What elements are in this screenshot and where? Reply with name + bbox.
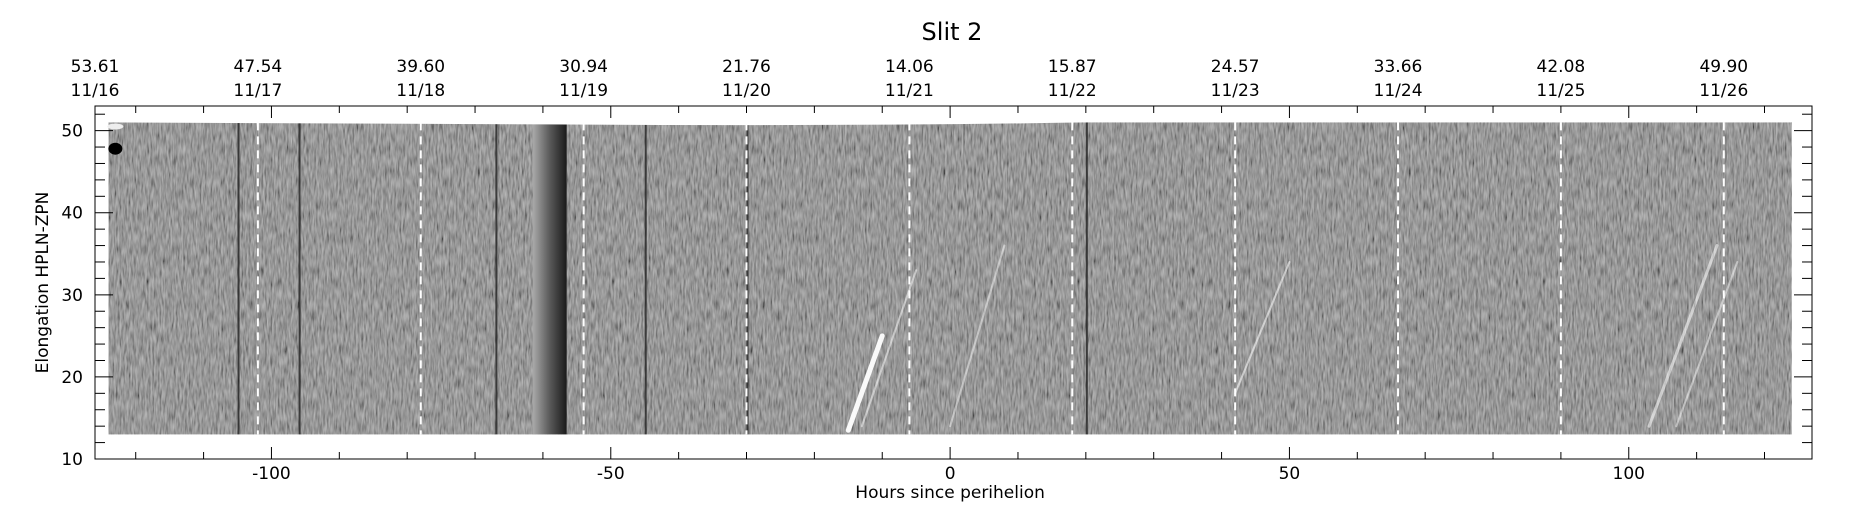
day-boundaries (256, 122, 1725, 435)
top-date-label: 11/21 (885, 81, 934, 101)
dark-stripe (1085, 122, 1088, 435)
streak (1647, 244, 1719, 428)
top-date-label: 11/19 (559, 81, 608, 101)
bright-blob (107, 123, 124, 130)
top-date-label: 11/26 (1699, 81, 1748, 101)
dark-stripe (644, 122, 647, 435)
streak (1675, 260, 1739, 428)
top-distance-label: 30.94 (559, 57, 608, 77)
y-tick-label: 20 (61, 368, 83, 388)
y-tick-label: 50 (61, 122, 83, 142)
top-date-label: 11/18 (396, 81, 445, 101)
dark-stripe (237, 122, 240, 435)
top-distance-label: 21.76 (722, 57, 771, 77)
chart-title: Slit 2 (922, 18, 983, 46)
dark-stripe (495, 122, 498, 435)
x-axis-ticks: -100 -50 0 50 100 (135, 106, 1765, 484)
x-tick-label: 50 (1279, 464, 1301, 484)
top-distance-label: 42.08 (1537, 57, 1586, 77)
top-date-label: 11/25 (1536, 81, 1585, 101)
y-tick-label: 30 (61, 286, 83, 306)
plot-frame (94, 105, 1813, 460)
top-distance-label: 39.60 (396, 57, 445, 77)
top-distance-label: 33.66 (1374, 57, 1423, 77)
top-distance-label: 14.06 (885, 57, 934, 77)
top-date-label: 11/16 (71, 81, 120, 101)
y-tick-label: 40 (61, 204, 83, 224)
top-edge-mask (108, 120, 1792, 126)
streak (845, 333, 885, 433)
top-distance-label: 49.90 (1699, 57, 1748, 77)
top-axis-ticks: 53.61 11/16 47.54 11/17 39.60 11/18 30.94 11/19… (71, 57, 1749, 101)
y-axis-ticks: 10 20 30 40 50 (61, 113, 1812, 470)
top-date-label: 11/17 (233, 81, 282, 101)
x-tick-label: 0 (945, 464, 956, 484)
y-axis-label: Elongation HPLN-ZPN (33, 192, 53, 374)
data-gap-band (532, 122, 567, 435)
x-tick-label: 100 (1613, 464, 1645, 484)
top-distance-label: 47.54 (234, 57, 283, 77)
y-tick-label: 10 (61, 450, 83, 470)
dark-blob (108, 142, 123, 155)
top-date-label: 11/23 (1211, 81, 1260, 101)
top-distance-label: 15.87 (1048, 57, 1097, 77)
x-axis-label: Hours since perihelion (855, 483, 1045, 503)
top-date-label: 11/24 (1374, 81, 1423, 101)
top-date-label: 11/20 (722, 81, 771, 101)
heatmap-image (108, 120, 1792, 435)
top-distance-label: 24.57 (1211, 57, 1260, 77)
streak-features (107, 123, 1739, 433)
streak (949, 244, 1006, 428)
x-tick-label: -100 (252, 464, 291, 484)
streak (1234, 260, 1291, 395)
streak (860, 269, 918, 428)
dark-stripe (298, 122, 301, 435)
x-tick-label: -50 (597, 464, 625, 484)
top-distance-label: 53.61 (71, 57, 120, 77)
top-date-label: 11/22 (1048, 81, 1097, 101)
image-noise (108, 122, 1792, 435)
